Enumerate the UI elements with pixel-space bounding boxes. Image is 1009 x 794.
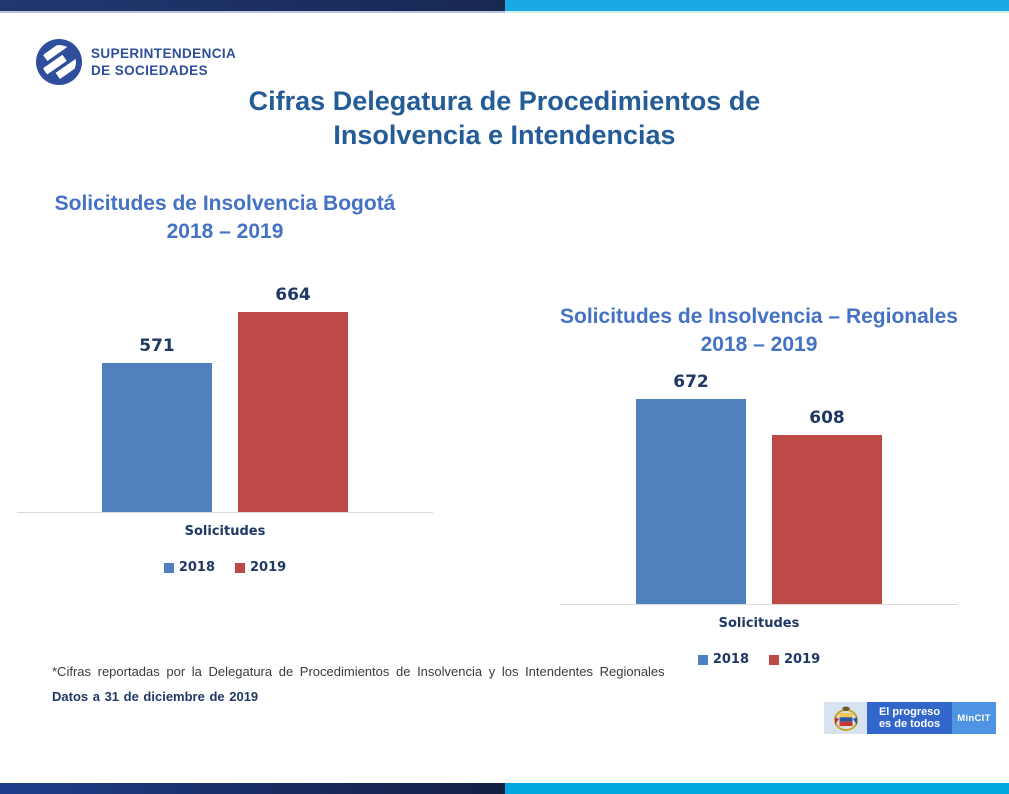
slogan-line-2: es de todos bbox=[878, 718, 941, 730]
page-title-line-1: Cifras Delegatura de Procedimientos de bbox=[248, 86, 761, 116]
chart-title-line-1: Solicitudes de Insolvencia – Regionales bbox=[560, 305, 958, 328]
bottom-accent-bar bbox=[0, 783, 1009, 794]
bar-2019: 664 bbox=[238, 285, 348, 512]
legend-item-2019: 2019 bbox=[235, 560, 286, 575]
logo-line-2: DE SOCIEDADES bbox=[91, 63, 208, 78]
slogan-line-1: El progreso bbox=[878, 706, 941, 718]
bar-2019: 608 bbox=[772, 408, 882, 604]
bar-value-label: 664 bbox=[275, 285, 311, 305]
el-progreso-banner: El progreso es de todos bbox=[867, 702, 952, 734]
colombia-coat-of-arms-icon bbox=[824, 702, 867, 734]
bar-2018: 571 bbox=[102, 336, 212, 512]
x-axis-category-label: Solicitudes bbox=[718, 616, 800, 631]
top-accent-bar-cyan bbox=[505, 0, 1009, 11]
footnote-source: *Cifras reportadas por la Delegatura de … bbox=[52, 664, 665, 679]
bar-value-label: 571 bbox=[139, 336, 175, 356]
mincit-label: MinCIT bbox=[952, 702, 996, 734]
x-axis-category-label: Solicitudes bbox=[184, 524, 266, 539]
top-accent-underline bbox=[0, 11, 1009, 13]
footnote-cutoff-date: Datos a 31 de diciembre de 2019 bbox=[52, 689, 259, 704]
bottom-accent-bar-navy bbox=[0, 783, 505, 794]
chart-title-line-2: 2018 – 2019 bbox=[700, 333, 818, 356]
top-accent-bar bbox=[0, 0, 1009, 11]
government-badge: El progreso es de todos MinCIT bbox=[824, 702, 996, 734]
bar-2018: 672 bbox=[636, 372, 746, 604]
legend: 2018 2019 bbox=[560, 652, 958, 667]
chart-bogota: Solicitudes de Insolvencia Bogotá 2018 –… bbox=[17, 190, 433, 575]
chart-title-line-1: Solicitudes de Insolvencia Bogotá bbox=[54, 192, 396, 215]
plot-area: 571 664 bbox=[17, 246, 433, 513]
legend-swatch bbox=[163, 562, 174, 573]
legend-swatch bbox=[235, 562, 245, 573]
bar-value-label: 608 bbox=[809, 408, 845, 428]
legend: 2018 2019 bbox=[17, 560, 433, 575]
supersociedades-logo-text: SUPERINTENDENCIA DE SOCIEDADES bbox=[91, 45, 236, 79]
legend-label: 2018 bbox=[712, 652, 749, 667]
top-accent-bar-navy bbox=[0, 0, 505, 11]
page-title-line-2: Insolvencia e Intendencias bbox=[333, 120, 676, 150]
legend-swatch bbox=[697, 654, 708, 665]
legend-label: 2019 bbox=[250, 560, 287, 575]
bar-value-label: 672 bbox=[673, 372, 709, 392]
chart-regionales-title: Solicitudes de Insolvencia – Regionales … bbox=[560, 303, 958, 359]
page-title: Cifras Delegatura de Procedimientos de I… bbox=[0, 84, 1009, 152]
bottom-accent-bar-cyan bbox=[505, 783, 1009, 794]
legend-item-2018: 2018 bbox=[163, 560, 215, 575]
legend-swatch bbox=[769, 654, 779, 665]
supersociedades-logo: SUPERINTENDENCIA DE SOCIEDADES bbox=[36, 39, 236, 85]
chart-regionales: Solicitudes de Insolvencia – Regionales … bbox=[560, 303, 958, 667]
plot-area: 672 608 bbox=[560, 359, 958, 605]
legend-label: 2019 bbox=[784, 652, 821, 667]
legend-item-2019: 2019 bbox=[769, 652, 820, 667]
chart-bogota-title: Solicitudes de Insolvencia Bogotá 2018 –… bbox=[17, 190, 433, 246]
legend-item-2018: 2018 bbox=[697, 652, 749, 667]
supersociedades-logo-icon bbox=[36, 39, 82, 85]
logo-line-1: SUPERINTENDENCIA bbox=[91, 46, 237, 61]
chart-title-line-2: 2018 – 2019 bbox=[166, 220, 284, 243]
legend-label: 2018 bbox=[178, 560, 215, 575]
